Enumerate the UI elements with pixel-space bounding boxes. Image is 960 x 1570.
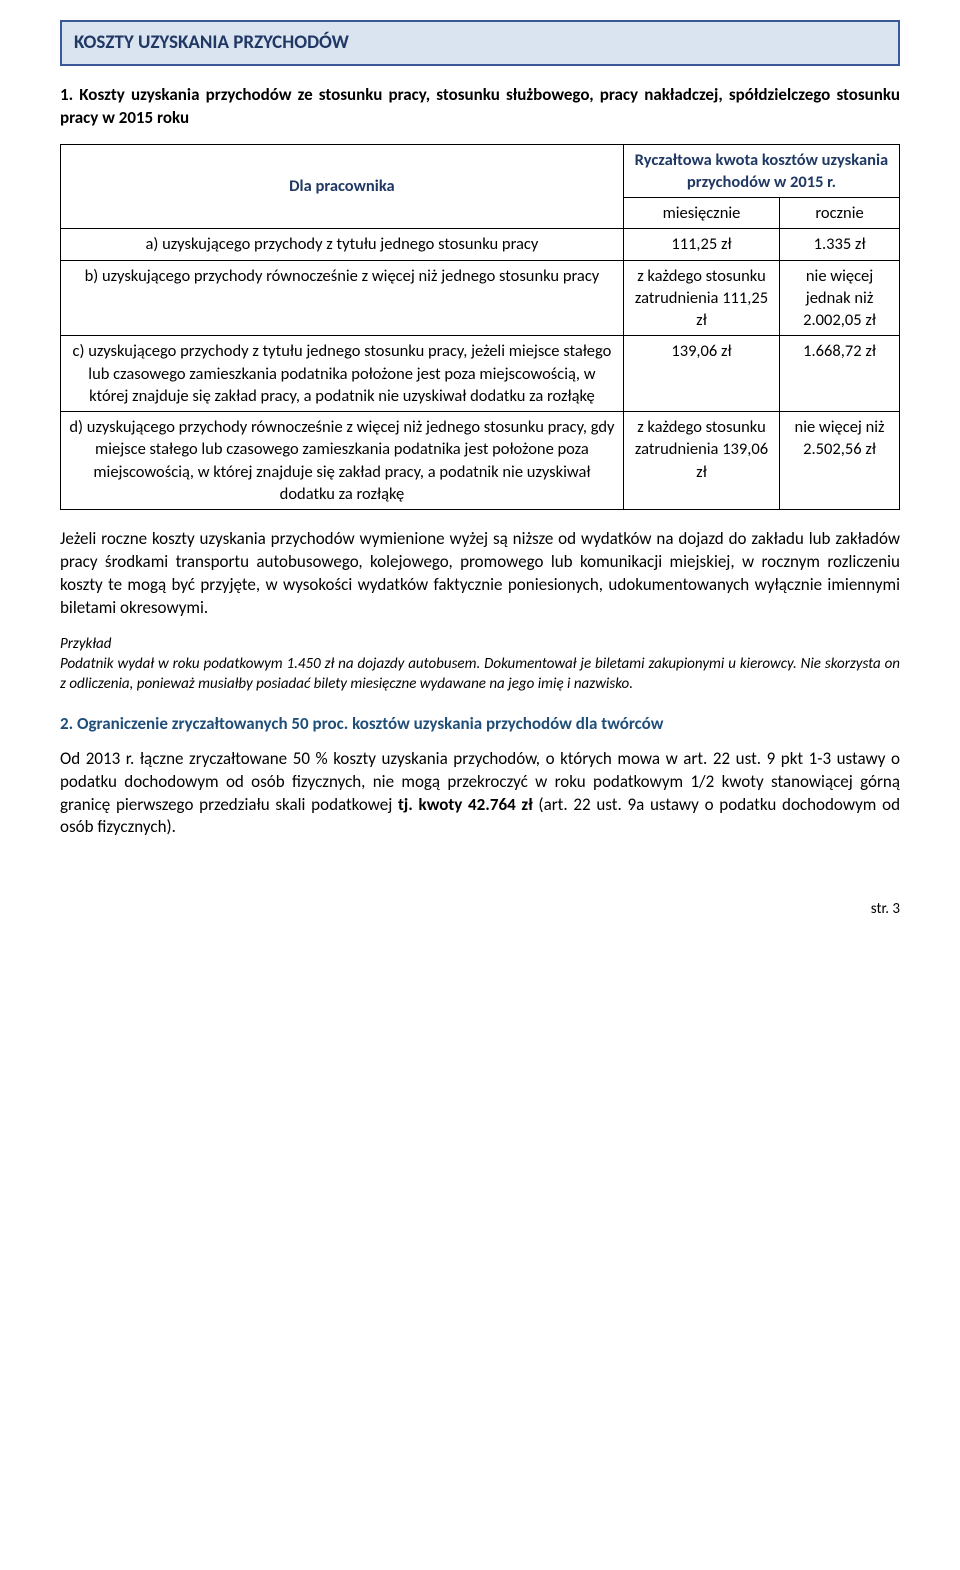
banner-title: KOSZTY UZYSKANIA PRZYCHODÓW bbox=[74, 31, 349, 54]
explanatory-paragraph: Jeżeli roczne koszty uzyskania przychodó… bbox=[60, 528, 900, 620]
body-paragraph-2: Od 2013 r. łączne zryczałtowane 50 % kos… bbox=[60, 748, 900, 840]
subheading-2: 2. Ograniczenie zryczałtowanych 50 proc.… bbox=[60, 713, 900, 736]
th-col2: Ryczałtowa kwota kosztów uzyskania przyc… bbox=[623, 144, 899, 198]
row-year: nie więcej niż 2.502,56 zł bbox=[780, 412, 900, 510]
para2-bold: tj. kwoty 42.764 zł bbox=[398, 794, 533, 815]
table-row: b) uzyskującego przychody równocześnie z… bbox=[61, 260, 900, 336]
th-year: rocznie bbox=[780, 198, 900, 229]
row-month: 139,06 zł bbox=[623, 336, 779, 412]
intro-paragraph: 1. Koszty uzyskania przychodów ze stosun… bbox=[60, 84, 900, 130]
row-year: nie więcej jednak niż 2.002,05 zł bbox=[780, 260, 900, 336]
th-month: miesięcznie bbox=[623, 198, 779, 229]
row-desc: a) uzyskującego przychody z tytułu jedne… bbox=[61, 229, 624, 260]
row-desc: d) uzyskującego przychody równocześnie z… bbox=[61, 412, 624, 510]
row-desc: b) uzyskującego przychody równocześnie z… bbox=[61, 260, 624, 336]
row-year: 1.668,72 zł bbox=[780, 336, 900, 412]
row-month: z każdego stosunku zatrudnienia 139,06 z… bbox=[623, 412, 779, 510]
title-banner: KOSZTY UZYSKANIA PRZYCHODÓW bbox=[60, 20, 900, 66]
table-row: a) uzyskującego przychody z tytułu jedne… bbox=[61, 229, 900, 260]
table-row: d) uzyskującego przychody równocześnie z… bbox=[61, 412, 900, 510]
th-col1: Dla pracownika bbox=[61, 144, 624, 229]
example-label: Przykład bbox=[60, 634, 900, 654]
costs-table: Dla pracownika Ryczałtowa kwota kosztów … bbox=[60, 144, 900, 511]
row-desc: c) uzyskującego przychody z tytułu jedne… bbox=[61, 336, 624, 412]
example-text: Podatnik wydał w roku podatkowym 1.450 z… bbox=[60, 654, 900, 695]
row-month: 111,25 zł bbox=[623, 229, 779, 260]
row-month: z każdego stosunku zatrudnienia 111,25 z… bbox=[623, 260, 779, 336]
table-row: c) uzyskującego przychody z tytułu jedne… bbox=[61, 336, 900, 412]
page-number: str. 3 bbox=[60, 899, 900, 919]
row-year: 1.335 zł bbox=[780, 229, 900, 260]
